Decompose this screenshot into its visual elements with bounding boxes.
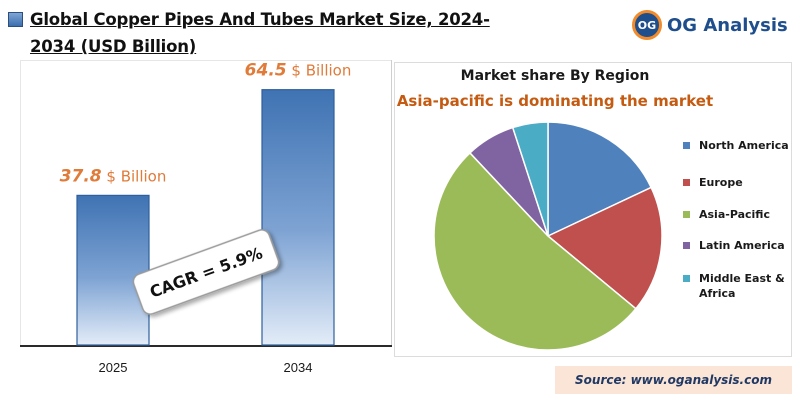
legend-swatch [683,179,690,186]
bar-chart-icon [8,12,23,27]
pie-slice-asia-pacific [433,151,637,351]
pie-slice-middle-east-africa [511,121,549,237]
x-axis-line [20,345,392,347]
brand-name: OG Analysis [667,14,788,36]
legend-label: Latin America [699,239,785,252]
legend-item: Latin America [683,238,794,253]
legend-label: Asia-Pacific [699,208,770,221]
legend-swatch [683,275,690,282]
bar-value-label-2025: 37.8 $ Billion [60,166,167,186]
source-text: Source: www.oganalysis.com [575,373,772,387]
x-tick-label-2034: 2034 [284,360,313,375]
legend-swatch [683,211,690,218]
legend-label: Middle East & Africa [699,272,785,300]
pie-title: Market share By Region [460,68,650,84]
legend-item: Europe [683,175,794,190]
og-logo-icon: OG [632,10,662,40]
panel-divider [391,60,392,346]
x-tick-label-2025: 2025 [99,360,128,375]
legend-item: Middle East & Africa [683,271,794,301]
cagr-badge [132,229,280,315]
chart-title: Global Copper Pipes And Tubes Market Siz… [30,10,490,56]
bar-2034 [261,89,335,346]
pie-slice-north-america [547,121,653,238]
bar-2025 [76,194,150,346]
pie-slice-europe [546,186,663,310]
legend-label: North America [699,139,789,152]
legend-item: North America [683,138,794,153]
brand: OG OG Analysis [632,9,788,41]
legend-swatch [683,242,690,249]
legend-label: Europe [699,176,743,189]
source-box: Source: www.oganalysis.com [555,366,792,394]
legend-item: Asia-Pacific [683,207,794,222]
pie-subtitle: Asia-pacific is dominating the market [396,92,714,110]
bar-value-label-2034: 64.5 $ Billion [245,61,352,81]
legend-swatch [683,142,690,149]
